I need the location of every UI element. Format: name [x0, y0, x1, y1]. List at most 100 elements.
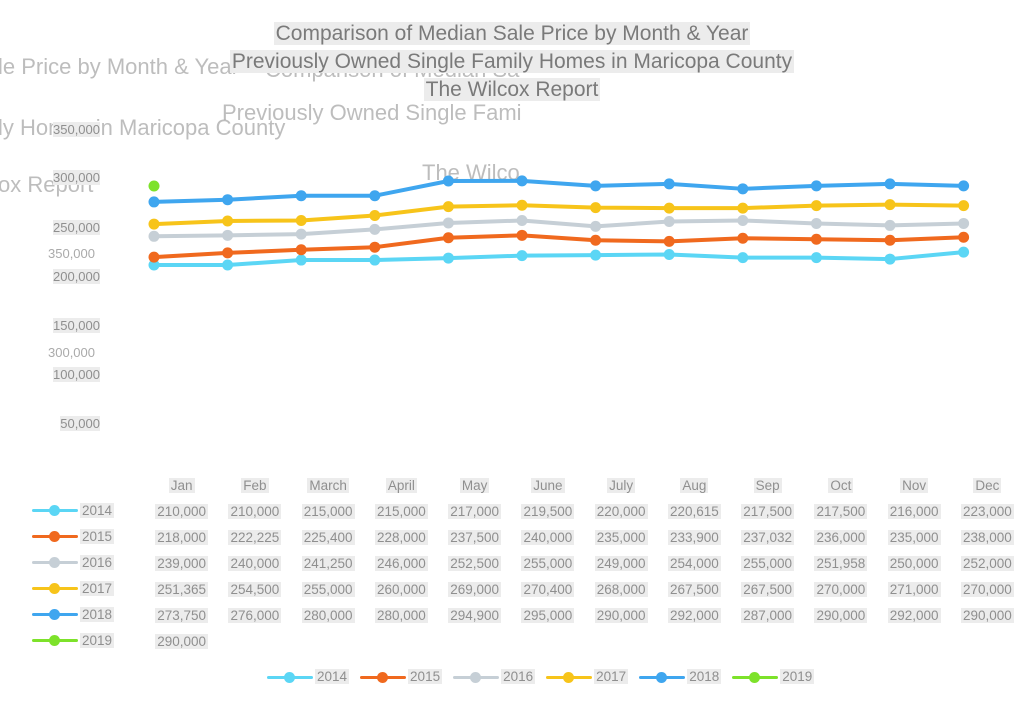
data-point-2019-Jan — [148, 180, 160, 192]
row-key-2018: 2018 — [30, 602, 145, 628]
ghost-title-left-1: le Price by Month & Year — [0, 54, 239, 79]
table-cell — [731, 628, 804, 654]
series-line-2015 — [153, 233, 964, 260]
data-label: 280,000 — [301, 607, 355, 623]
data-point-2017-Oct — [810, 200, 822, 212]
series-marker-icon — [30, 634, 80, 647]
data-label: 240,000 — [228, 555, 282, 571]
data-label: 252,500 — [448, 555, 502, 571]
data-point-2017-Sep — [737, 202, 749, 214]
table-header-july: July — [585, 472, 658, 498]
data-point-2018-Dec — [958, 180, 970, 192]
data-point-2018-Aug — [663, 178, 675, 190]
table-header-june: June — [511, 472, 584, 498]
legend-item-2016: 2016 — [451, 669, 536, 684]
data-point-2017-Nov — [884, 199, 896, 211]
series-2014 — [148, 246, 970, 271]
series-marker-icon — [265, 671, 315, 683]
table-cell: 246,000 — [365, 550, 438, 576]
table-header-jan: Jan — [145, 472, 218, 498]
data-label: 255,000 — [521, 555, 575, 571]
data-label: 210,000 — [155, 503, 209, 519]
data-table-header: Jan Feb March April May June July Aug Sep Oct Nov D… — [30, 472, 1024, 498]
table-cell: 220,000 — [585, 498, 658, 524]
y-tick-label: 200,000 — [53, 269, 100, 284]
table-cell: 217,000 — [438, 498, 511, 524]
row-key-2017: 2017 — [30, 576, 145, 602]
series-marker-icon — [30, 530, 80, 543]
chart-source-text: The Wilcox Report — [423, 78, 601, 101]
category-label: Aug — [680, 477, 709, 493]
table-cell: 210,000 — [145, 498, 218, 524]
category-label: Oct — [828, 477, 854, 493]
table-cell — [292, 628, 365, 654]
series-2018 — [148, 175, 970, 208]
table-cell: 251,958 — [804, 550, 877, 576]
table-cell: 215,000 — [365, 498, 438, 524]
legend-label: 2015 — [408, 669, 443, 684]
data-label: 237,032 — [741, 529, 795, 545]
series-marker-icon — [30, 504, 80, 517]
table-cell — [511, 628, 584, 654]
data-label: 290,000 — [960, 607, 1014, 623]
data-label: 255,000 — [741, 555, 795, 571]
row-label: 2016 — [80, 554, 115, 570]
data-point-2014-Nov — [884, 253, 896, 265]
table-cell: 241,250 — [292, 550, 365, 576]
data-point-2018-Oct — [810, 180, 822, 192]
data-point-2017-Dec — [958, 200, 970, 212]
data-label: 260,000 — [374, 581, 428, 597]
data-label: 215,000 — [301, 503, 355, 519]
data-label: 240,000 — [521, 529, 575, 545]
series-line-2017 — [153, 202, 964, 227]
data-point-2018-Nov — [884, 178, 896, 190]
legend-label: 2018 — [687, 669, 722, 684]
data-point-2014-Dec — [958, 246, 970, 258]
data-point-2014-Feb — [222, 259, 234, 271]
table-cell: 292,000 — [878, 602, 951, 628]
y-tick-350000: 350,000 — [40, 122, 100, 137]
data-label: 235,000 — [887, 529, 941, 545]
legend-item-2014: 2014 — [265, 669, 350, 684]
data-point-2015-Oct — [810, 233, 822, 245]
table-cell: 260,000 — [365, 576, 438, 602]
data-point-2014-May — [442, 252, 454, 264]
table-cell — [438, 628, 511, 654]
series-line-2016 — [153, 218, 964, 239]
chart-subtitle: Previously Owned Single Family Homes in … — [0, 50, 1024, 74]
table-cell: 252,500 — [438, 550, 511, 576]
table-cell: 255,000 — [731, 550, 804, 576]
table-cell: 290,000 — [951, 602, 1024, 628]
table-cell — [365, 628, 438, 654]
data-point-2014-Jan — [148, 259, 160, 271]
category-label: Feb — [241, 477, 269, 493]
data-point-2016-Aug — [663, 215, 675, 227]
data-point-2017-Aug — [663, 202, 675, 214]
data-point-2015-May — [442, 232, 454, 244]
series-2017 — [148, 199, 970, 230]
data-label: 246,000 — [374, 555, 428, 571]
table-cell: 249,000 — [585, 550, 658, 576]
legend-item-2018: 2018 — [637, 669, 722, 684]
table-cell: 270,000 — [951, 576, 1024, 602]
line-plot — [148, 175, 970, 271]
data-label: 270,400 — [521, 581, 575, 597]
row-key-2014: 2014 — [30, 498, 145, 524]
table-cell: 290,000 — [585, 602, 658, 628]
table-cell: 290,000 — [145, 628, 218, 654]
series-marker-icon — [544, 671, 594, 683]
table-cell — [951, 628, 1024, 654]
legend-item-2019: 2019 — [730, 669, 815, 684]
table-cell: 237,500 — [438, 524, 511, 550]
data-point-2018-May — [442, 175, 454, 187]
table-cell: 294,900 — [438, 602, 511, 628]
category-label: April — [385, 477, 417, 493]
data-label: 270,000 — [960, 581, 1014, 597]
table-cell: 235,000 — [585, 524, 658, 550]
table-cell: 290,000 — [804, 602, 877, 628]
table-cell: 210,000 — [218, 498, 291, 524]
data-point-2016-Oct — [810, 217, 822, 229]
series-marker-icon — [30, 582, 80, 595]
table-cell: 223,000 — [951, 498, 1024, 524]
y-tick-100000: 100,000 — [40, 367, 100, 382]
